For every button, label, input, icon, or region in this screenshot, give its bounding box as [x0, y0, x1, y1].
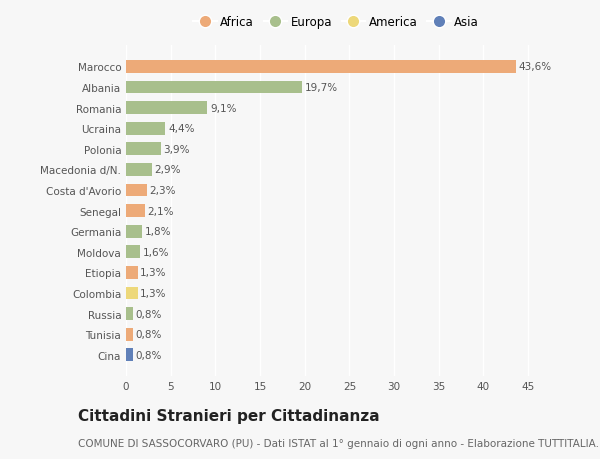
- Bar: [126, 287, 137, 300]
- Bar: [126, 246, 140, 258]
- Bar: [126, 225, 142, 238]
- Text: 2,3%: 2,3%: [149, 185, 176, 196]
- Text: 3,9%: 3,9%: [164, 145, 190, 155]
- Text: 43,6%: 43,6%: [518, 62, 551, 72]
- Bar: [126, 61, 515, 73]
- Bar: [126, 349, 133, 361]
- Text: 1,8%: 1,8%: [145, 227, 171, 237]
- Bar: [126, 102, 208, 115]
- Text: 9,1%: 9,1%: [210, 103, 236, 113]
- Text: 2,1%: 2,1%: [148, 206, 174, 216]
- Bar: [126, 81, 302, 94]
- Text: Cittadini Stranieri per Cittadinanza: Cittadini Stranieri per Cittadinanza: [78, 408, 380, 423]
- Bar: [126, 205, 145, 218]
- Bar: [126, 308, 133, 320]
- Text: 0,8%: 0,8%: [136, 350, 162, 360]
- Text: 2,9%: 2,9%: [155, 165, 181, 175]
- Text: 1,3%: 1,3%: [140, 288, 167, 298]
- Text: COMUNE DI SASSOCORVARO (PU) - Dati ISTAT al 1° gennaio di ogni anno - Elaborazio: COMUNE DI SASSOCORVARO (PU) - Dati ISTAT…: [78, 438, 600, 448]
- Bar: [126, 123, 166, 135]
- Bar: [126, 164, 152, 176]
- Text: 0,8%: 0,8%: [136, 330, 162, 339]
- Text: 19,7%: 19,7%: [305, 83, 338, 93]
- Text: 0,8%: 0,8%: [136, 309, 162, 319]
- Text: 1,3%: 1,3%: [140, 268, 167, 278]
- Text: 1,6%: 1,6%: [143, 247, 169, 257]
- Bar: [126, 328, 133, 341]
- Legend: Africa, Europa, America, Asia: Africa, Europa, America, Asia: [190, 12, 482, 32]
- Bar: [126, 184, 146, 197]
- Bar: [126, 143, 161, 156]
- Bar: [126, 266, 137, 279]
- Text: 4,4%: 4,4%: [168, 124, 194, 134]
